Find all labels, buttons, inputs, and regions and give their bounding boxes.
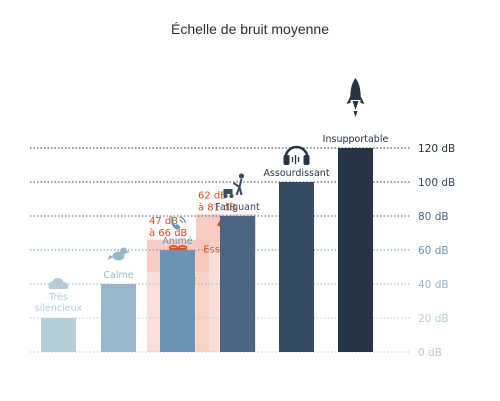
cloud-icon xyxy=(48,277,69,289)
lawnmower-icon xyxy=(223,173,245,198)
y-tick-label: 0 dB xyxy=(418,347,442,359)
bar-label-5: Insupportable xyxy=(323,134,389,145)
bird-icon xyxy=(107,247,131,261)
bar-label-2: Animé xyxy=(162,236,192,247)
rocket-icon xyxy=(346,78,365,117)
bar-label-1: Calme xyxy=(103,270,133,281)
bar-4 xyxy=(279,182,314,352)
bar-1 xyxy=(101,284,136,352)
y-tick-label: 60 dB xyxy=(418,245,449,257)
range-label-top-1: 62 dB xyxy=(198,190,227,201)
range-label-bottom-1: à 81 dB xyxy=(198,201,237,213)
y-tick-label: 40 dB xyxy=(418,279,449,291)
bar-2 xyxy=(160,250,195,352)
y-tick-label: 20 dB xyxy=(418,313,449,325)
bar-label-0: Très xyxy=(48,292,68,303)
y-tick-label: 100 dB xyxy=(418,177,455,189)
bar-3 xyxy=(220,216,255,352)
bar-label-4: Assourdissant xyxy=(263,168,329,179)
headphones-icon xyxy=(283,145,310,165)
bar-label-0-line2: silencieux xyxy=(35,303,83,314)
phone-icon xyxy=(170,215,187,230)
chart-title: Échelle de bruit moyenne xyxy=(171,21,329,37)
bar-0 xyxy=(41,318,76,352)
y-tick-label: 80 dB xyxy=(418,211,449,223)
y-tick-label: 120 dB xyxy=(418,143,455,155)
bar-label-3: Fatiguant xyxy=(215,202,260,213)
range-label-top-0: 47 dB xyxy=(149,216,178,227)
bar-5 xyxy=(338,148,373,352)
range-label-bottom-0: à 66 dB xyxy=(149,227,188,239)
